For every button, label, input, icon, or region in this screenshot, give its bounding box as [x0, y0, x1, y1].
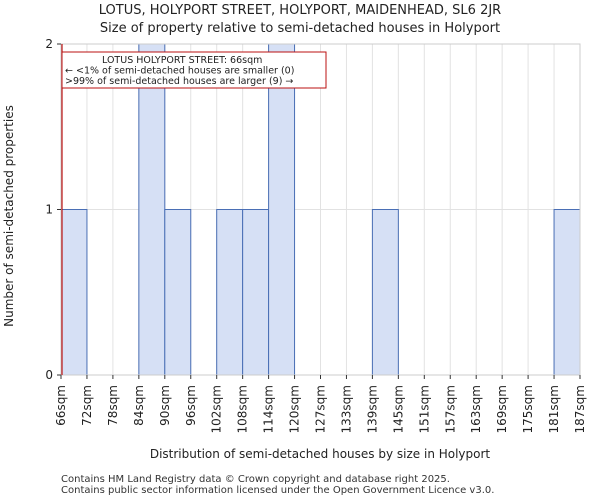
y-axis-label: Number of semi-detached properties	[2, 105, 16, 327]
x-tick-label: 181sqm	[547, 385, 561, 433]
bar-90sqm	[164, 209, 192, 376]
x-tick-label: 78sqm	[106, 385, 120, 426]
footer-line-1: Contains HM Land Registry data © Crown c…	[61, 474, 450, 485]
x-tick-label: 133sqm	[339, 385, 353, 433]
x-tick-label: 127sqm	[314, 385, 328, 433]
y-tick-label: 0	[45, 368, 53, 382]
chart-subtitle: Size of property relative to semi-detach…	[99, 21, 501, 36]
x-tick-label: 120sqm	[288, 385, 302, 433]
bars	[60, 43, 581, 376]
x-ticks: 66sqm 72sqm 78sqm 84sqm 90sqm 96sqm 102sqm 108s…	[54, 375, 587, 433]
x-tick-label: 84sqm	[132, 385, 146, 426]
x-tick-label: 139sqm	[365, 385, 379, 433]
x-tick-label: 163sqm	[469, 385, 483, 433]
x-tick-label: 90sqm	[158, 385, 172, 426]
y-ticks: 0 1 2	[45, 37, 61, 382]
bar-139sqm	[371, 209, 399, 376]
bar-66sqm	[60, 209, 88, 376]
bar-114sqm	[268, 43, 296, 376]
marker-annotation-line: LOTUS HOLYPORT STREET: 66sqm	[102, 55, 262, 66]
bar-108sqm	[242, 209, 270, 376]
marker-annotation-line: ← <1% of semi-detached houses are smalle…	[65, 66, 294, 77]
bar-84sqm	[138, 43, 166, 376]
x-tick-label: 151sqm	[417, 385, 431, 433]
marker-annotation-box	[61, 51, 327, 89]
x-tick-label: 145sqm	[391, 385, 405, 433]
x-tick-label: 187sqm	[573, 385, 587, 433]
bar-181sqm	[553, 209, 581, 376]
x-tick-label: 102sqm	[210, 385, 224, 433]
x-tick-label: 175sqm	[521, 385, 535, 433]
footer-line-2: Contains public sector information licen…	[61, 485, 495, 496]
marker: LOTUS HOLYPORT STREET: 66sqm← <1% of sem…	[61, 44, 327, 375]
chart-title: LOTUS, HOLYPORT STREET, HOLYPORT, MAIDEN…	[98, 3, 502, 18]
x-tick-label: 72sqm	[80, 385, 94, 426]
bar-102sqm	[216, 209, 244, 376]
x-axis-label: Distribution of semi-detached houses by …	[150, 447, 491, 461]
y-tick-label: 2	[45, 37, 53, 51]
x-tick-label: 66sqm	[54, 385, 68, 426]
x-tick-label: 157sqm	[443, 385, 457, 433]
y-tick-label: 1	[45, 203, 53, 217]
x-tick-label: 169sqm	[495, 385, 509, 433]
marker-annotation-line: >99% of semi-detached houses are larger …	[65, 76, 293, 87]
x-tick-label: 114sqm	[262, 385, 276, 433]
x-tick-label: 96sqm	[184, 385, 198, 426]
x-tick-label: 108sqm	[236, 385, 250, 433]
